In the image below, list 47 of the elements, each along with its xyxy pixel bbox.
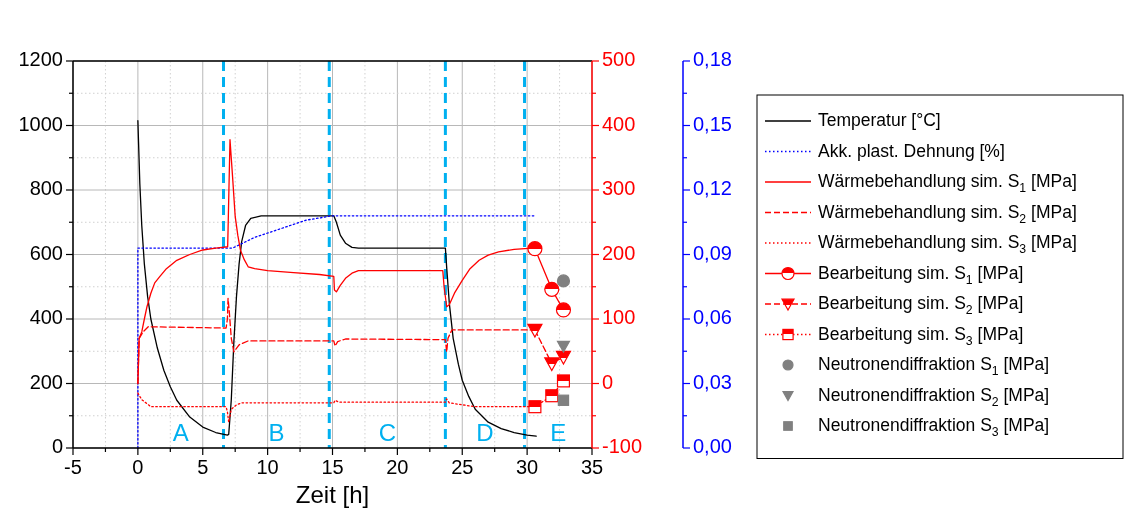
annotation: A — [172, 419, 189, 447]
legend-label: Neutronendiffraktion S$_{3}$ [MPa] — [818, 414, 1050, 440]
y3-tick-label: 0,00 — [693, 435, 732, 458]
y3-tick-label: 0,03 — [693, 370, 732, 393]
y2-tick-label: 500 — [602, 48, 636, 71]
y-tick-label: 0 — [51, 435, 63, 458]
y2-tick-label: 400 — [602, 112, 636, 135]
x-tick-label: 15 — [321, 456, 344, 478]
legend-label: Bearbeitung sim. S$_{2}$ [MPa] — [818, 292, 1024, 318]
y-tick-label: 800 — [29, 177, 63, 200]
y3-tick-label: 0,18 — [693, 48, 732, 71]
y-tick-label: 600 — [29, 241, 63, 264]
legend-label: Bearbeitung sim. S$_{1}$ [MPa] — [818, 262, 1024, 287]
y2-tick-label: 0 — [602, 370, 614, 393]
y2-tick-label: 300 — [602, 177, 636, 200]
x-tick-label: 5 — [197, 456, 209, 478]
legend-label: Temperatur [°C] — [818, 109, 941, 130]
legend-label: Akk. plast. Dehnung [%] — [818, 140, 1005, 161]
x-tick-label: 25 — [451, 456, 474, 478]
y-tick-label: 1200 — [18, 48, 63, 71]
legend-label: Neutronendiffraktion S$_{1}$ [MPa] — [818, 353, 1050, 379]
y-tick-label: 400 — [29, 306, 63, 329]
y-tick-label: 1000 — [18, 112, 63, 135]
x-tick-label: 30 — [516, 456, 539, 478]
legend-label: Wärmebehandlung sim. S$_{1}$ [MPa] — [818, 170, 1077, 196]
y3-tick-label: 0,06 — [693, 306, 732, 329]
y3-tick-label: 0,09 — [693, 241, 732, 264]
x-tick-label: 10 — [256, 456, 279, 478]
legend-label: Bearbeitung sim. S$_{3}$ [MPa] — [818, 323, 1024, 348]
x-tick-label: -5 — [64, 456, 82, 478]
x-tick-label: 0 — [132, 456, 144, 478]
legend-label: Neutronendiffraktion S$_{2}$ [MPa] — [818, 384, 1050, 409]
x-tick-label: 20 — [386, 456, 409, 478]
legend-label: Wärmebehandlung sim. S$_{3}$ [MPa] — [818, 231, 1077, 257]
x-tick-label: 35 — [580, 456, 604, 478]
annotation: D — [476, 419, 494, 447]
y3-tick-label: 0,12 — [693, 177, 732, 200]
y2-tick-label: -100 — [602, 435, 643, 458]
annotation: E — [550, 419, 567, 447]
y3-tick-label: 0,15 — [693, 112, 732, 135]
legend-label: Wärmebehandlung sim. S$_{2}$ [MPa] — [818, 201, 1077, 226]
y2-tick-label: 200 — [602, 241, 636, 264]
annotation: C — [378, 419, 396, 447]
x-axis-title: Zeit [h] — [295, 481, 370, 508]
annotation: B — [268, 419, 285, 447]
y2-tick-label: 100 — [602, 306, 636, 329]
y-tick-label: 200 — [29, 370, 63, 393]
